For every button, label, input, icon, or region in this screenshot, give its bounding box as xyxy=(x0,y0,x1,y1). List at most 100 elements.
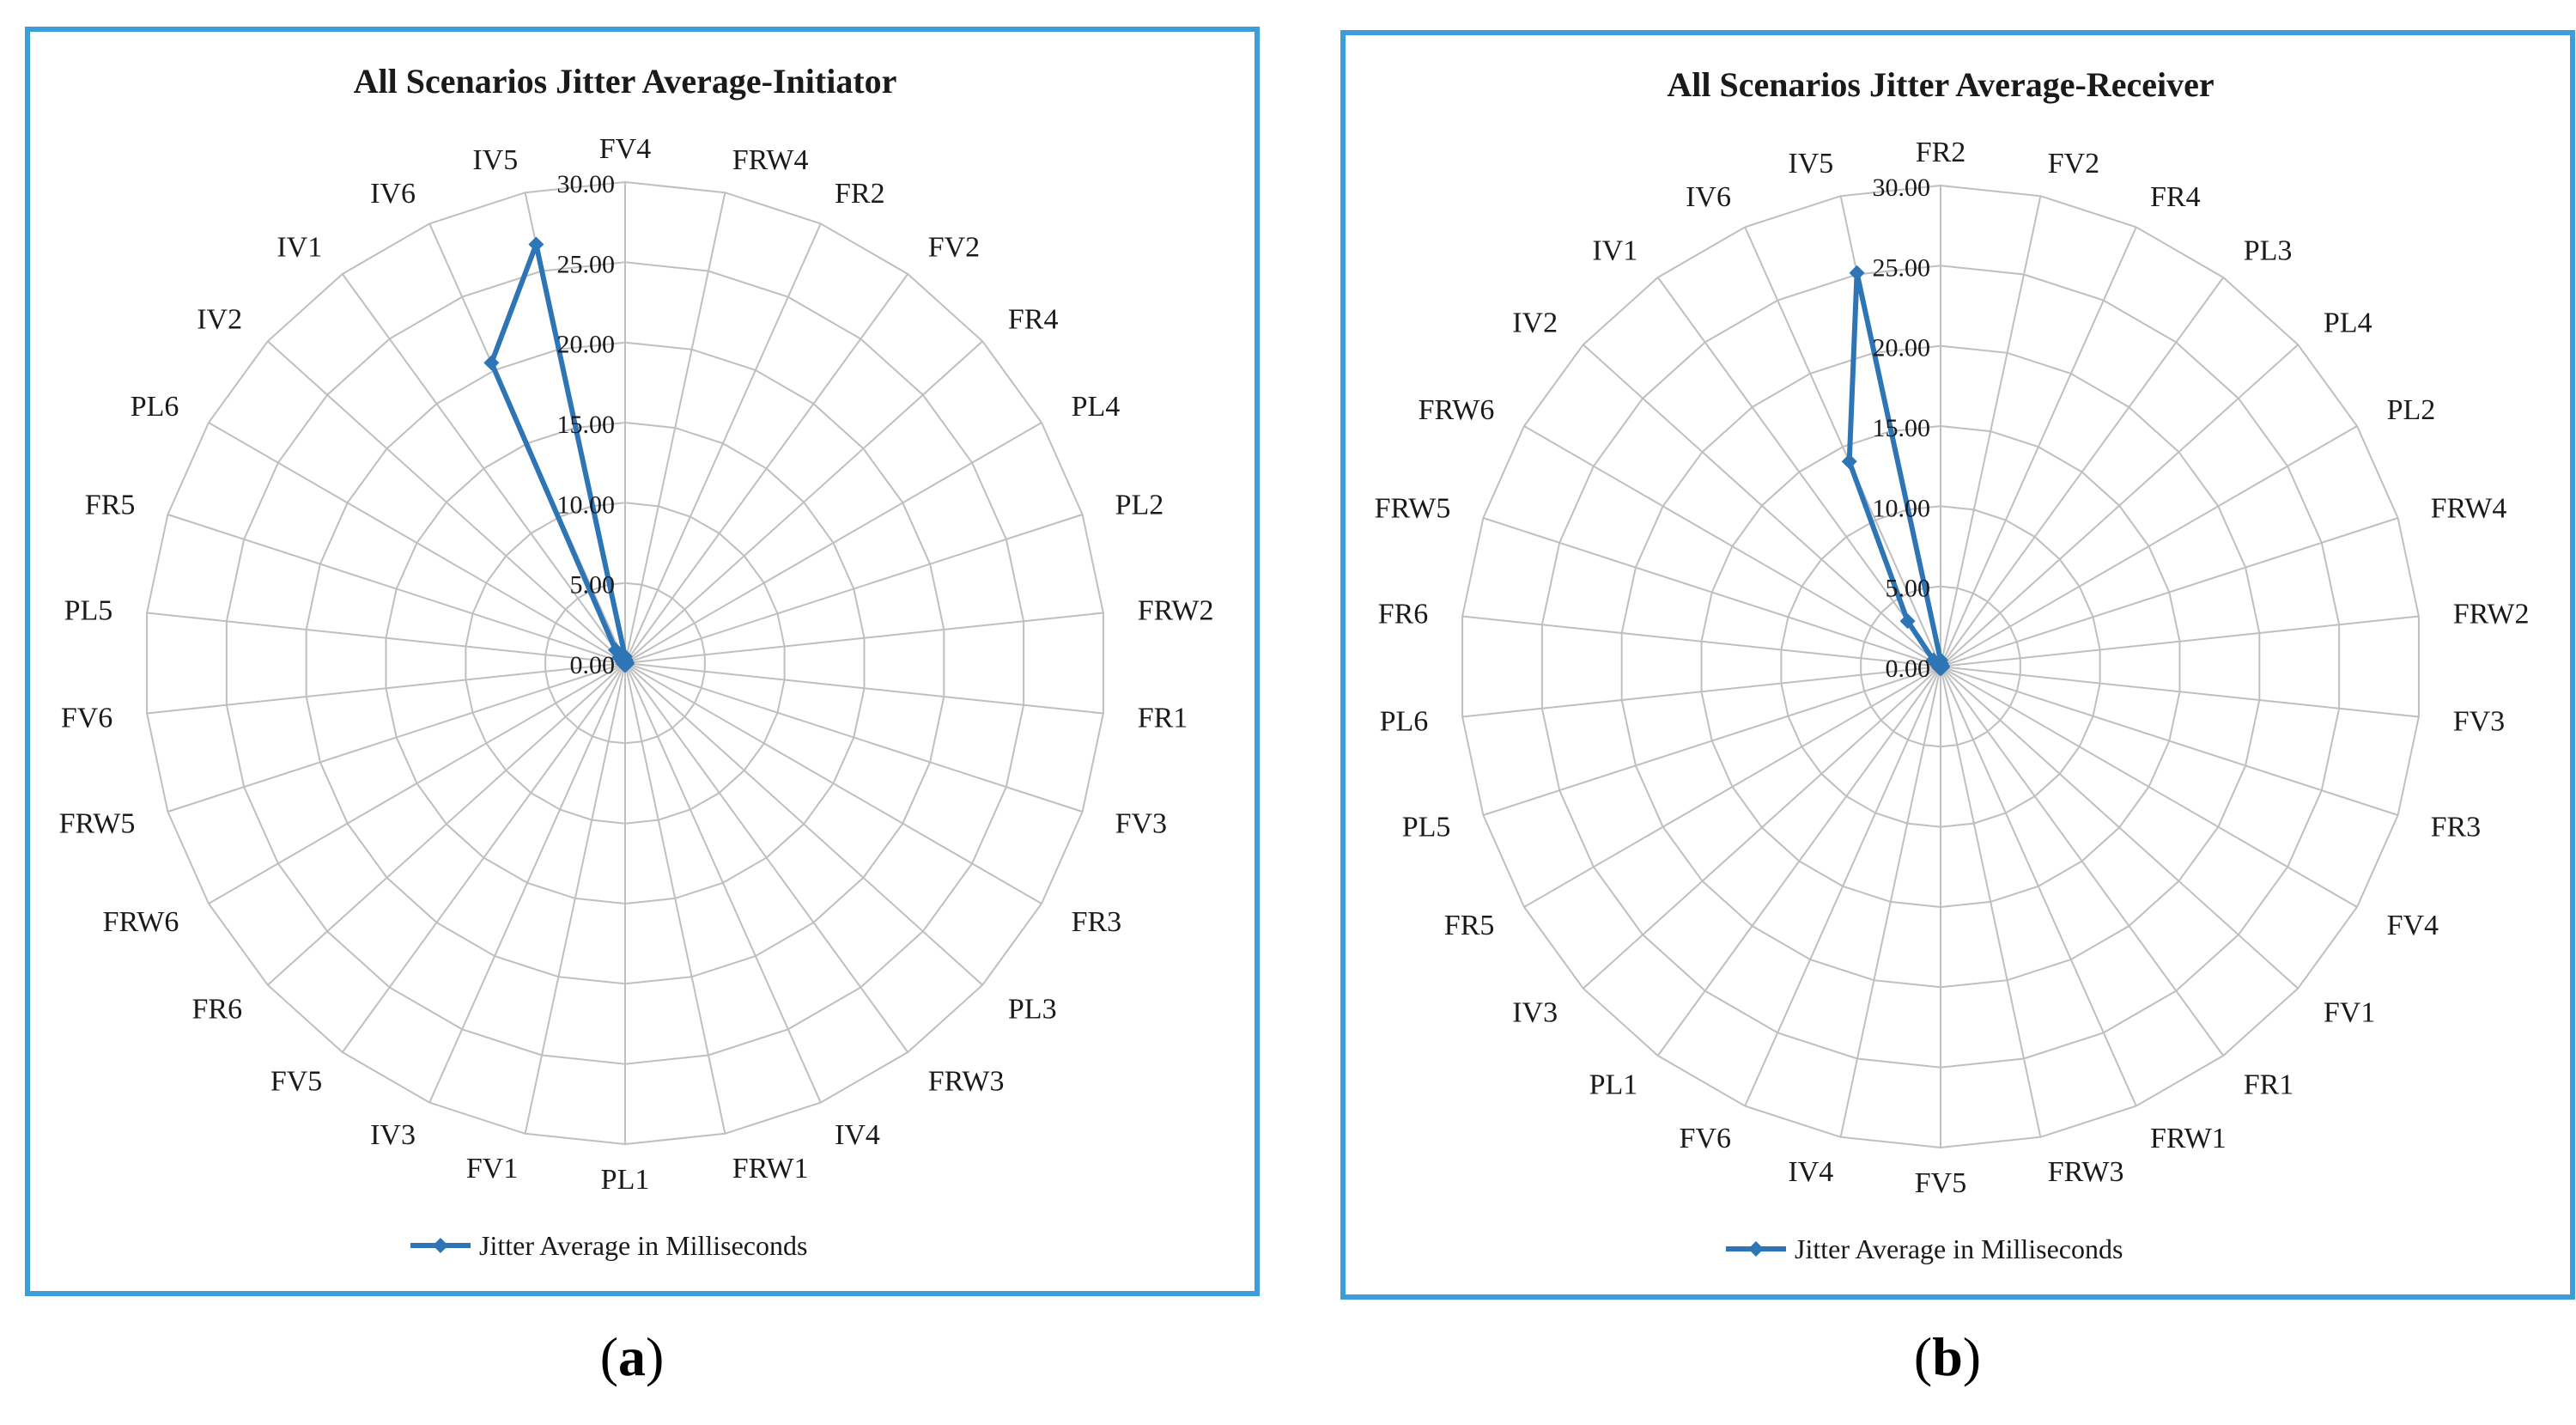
grid-spoke xyxy=(1940,666,2420,718)
category-label: PL1 xyxy=(1589,1069,1638,1100)
category-label: FV3 xyxy=(2453,706,2505,738)
grid-spoke xyxy=(1940,615,2420,667)
category-label: FRW3 xyxy=(928,1065,1005,1097)
grid-spoke xyxy=(1940,666,2299,990)
panel-label-a-text: a xyxy=(618,1326,646,1387)
grid-spoke xyxy=(1461,615,1941,667)
radial-tick-label: 10.00 xyxy=(557,490,616,519)
category-label: FRW1 xyxy=(2150,1123,2227,1154)
category-label: FR3 xyxy=(1072,906,1122,938)
category-label: FV2 xyxy=(2048,148,2099,180)
category-label: PL4 xyxy=(1072,391,1121,423)
grid-spoke xyxy=(624,340,983,664)
category-label: IV4 xyxy=(1788,1156,1833,1188)
grid-spoke xyxy=(1940,666,2137,1107)
radar-chart-a: All Scenarios Jitter Average-Initiator FV… xyxy=(25,27,1260,1296)
category-label: IV1 xyxy=(1592,235,1637,267)
grid-spoke xyxy=(624,273,909,664)
grid-spoke xyxy=(624,422,1042,664)
category-label: FR6 xyxy=(1378,598,1429,630)
grid-spoke xyxy=(524,662,626,1135)
category-label: FRW3 xyxy=(2048,1156,2124,1188)
chart-panel-b: All Scenarios Jitter Average-Receiver FR2… xyxy=(1340,29,2576,1300)
legend-marker xyxy=(1748,1241,1764,1257)
grid-spoke xyxy=(1744,666,1941,1107)
grid-spoke xyxy=(624,514,1083,664)
grid-spoke xyxy=(1940,666,2398,816)
radial-tick-label: 20.00 xyxy=(557,331,616,359)
grid-spoke xyxy=(267,340,626,664)
grid-spoke xyxy=(167,662,626,813)
grid-spoke xyxy=(624,662,983,986)
grid-spoke xyxy=(341,662,626,1053)
grid-spoke xyxy=(624,662,726,1135)
grid-spoke xyxy=(624,662,1104,715)
category-label: FRW6 xyxy=(1419,394,1495,426)
grid-spoke xyxy=(1523,425,1941,667)
category-label: PL5 xyxy=(1402,811,1451,843)
data-point xyxy=(608,642,624,658)
grid-spoke xyxy=(1483,666,1941,816)
grid-spoke xyxy=(341,273,626,664)
category-label: FR6 xyxy=(192,994,243,1026)
category-label: FR1 xyxy=(1138,703,1188,734)
grid-spoke xyxy=(1940,666,2042,1138)
legend-label: Jitter Average in Milliseconds xyxy=(1795,1233,2123,1264)
grid-spoke xyxy=(1583,666,1941,990)
radial-tick-label: 15.00 xyxy=(1873,414,1931,442)
grid-spoke xyxy=(267,662,626,986)
grid-spoke xyxy=(146,662,626,715)
radar-chart-b: All Scenarios Jitter Average-Receiver FR2… xyxy=(1340,30,2575,1300)
grid-spoke xyxy=(624,192,726,664)
category-label: PL6 xyxy=(1380,706,1429,738)
category-label: IV6 xyxy=(370,178,416,210)
grid-spoke xyxy=(624,662,1042,904)
grid-spoke xyxy=(1940,344,2299,667)
grid-spoke xyxy=(1940,666,2225,1057)
category-label: PL3 xyxy=(1008,994,1057,1026)
grid-spoke xyxy=(624,612,1104,664)
grid-spoke xyxy=(208,662,626,904)
grid-spoke xyxy=(1940,226,2137,667)
category-label: FV1 xyxy=(2324,997,2375,1029)
grid-spoke xyxy=(1940,425,2358,667)
category-label: IV2 xyxy=(1512,308,1558,339)
legend-marker xyxy=(433,1238,448,1253)
grid-spoke xyxy=(624,662,909,1053)
category-label: FV5 xyxy=(1915,1167,1966,1199)
category-label: FR1 xyxy=(2244,1069,2294,1100)
grid-spoke xyxy=(624,662,822,1104)
category-label: IV5 xyxy=(1788,148,1833,180)
data-point xyxy=(1925,652,1941,668)
category-label: IV6 xyxy=(1686,181,1731,213)
category-label: PL3 xyxy=(2244,235,2293,267)
category-label: FR2 xyxy=(1916,137,1966,168)
grid-spoke xyxy=(167,514,626,664)
grid-spoke xyxy=(1744,226,1941,667)
grid-spoke xyxy=(146,612,626,664)
grid-spoke xyxy=(1656,666,1941,1057)
grid-spoke xyxy=(1839,666,1941,1138)
grid-spoke xyxy=(1940,517,2398,667)
data-point xyxy=(1849,265,1865,281)
grid-spoke xyxy=(624,222,822,664)
chart-title: All Scenarios Jitter Average-Receiver xyxy=(1667,65,2214,104)
category-label: IV5 xyxy=(472,144,518,176)
radial-tick-label: 5.00 xyxy=(570,571,616,600)
category-label: FR2 xyxy=(835,178,885,210)
radial-tick-label: 10.00 xyxy=(1873,494,1931,522)
data-point xyxy=(1899,613,1916,630)
category-label: FR4 xyxy=(1008,304,1059,336)
legend-label: Jitter Average in Milliseconds xyxy=(479,1230,807,1261)
chart-panel-a: All Scenarios Jitter Average-Initiator FV… xyxy=(24,26,1261,1297)
radial-tick-label: 25.00 xyxy=(1873,253,1931,282)
radial-tick-label: 0.00 xyxy=(1886,655,1931,683)
category-label: FR3 xyxy=(2431,811,2482,843)
category-label: FRW6 xyxy=(103,906,179,938)
category-label: FRW5 xyxy=(1375,493,1451,525)
category-label: FV6 xyxy=(1680,1123,1731,1154)
category-label: FR5 xyxy=(1444,910,1495,941)
category-label: FR5 xyxy=(85,490,136,521)
grid-spoke xyxy=(1940,277,2225,667)
panel-label-b-text: b xyxy=(1932,1326,1963,1387)
